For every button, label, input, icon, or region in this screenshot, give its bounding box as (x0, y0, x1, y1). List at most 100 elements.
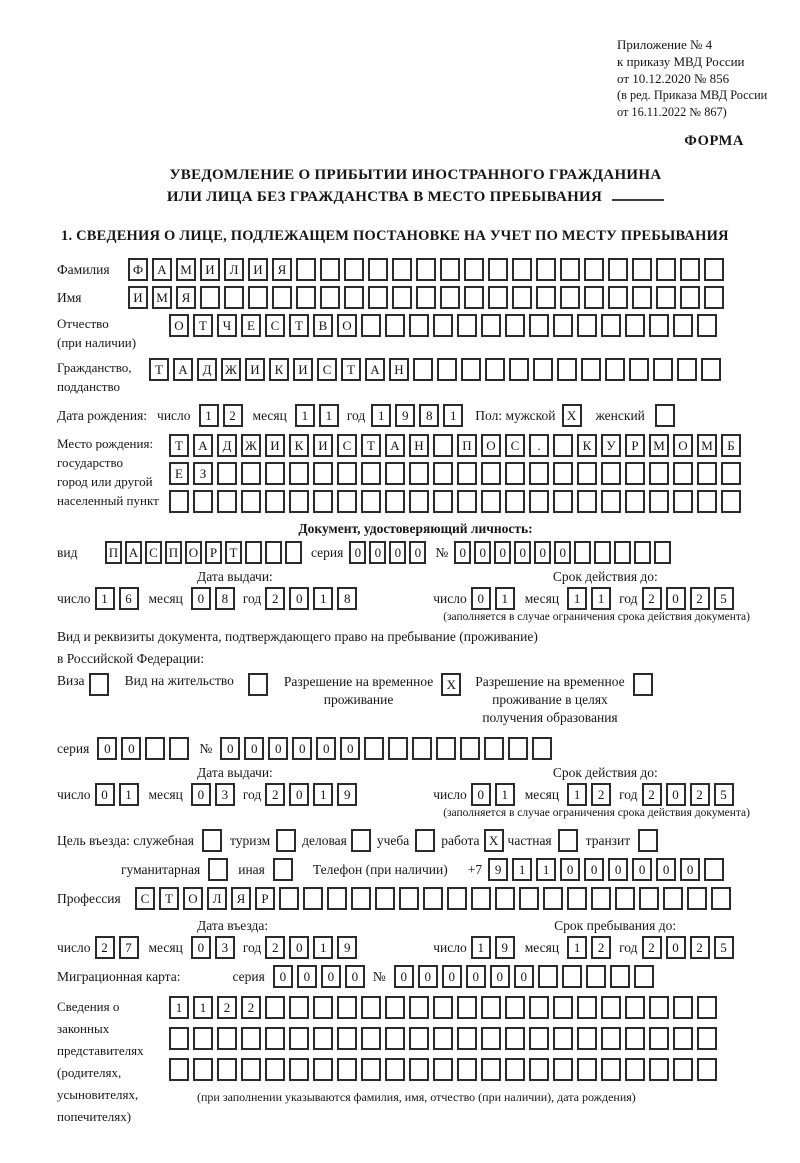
form-cell[interactable] (625, 462, 645, 485)
form-cell[interactable] (577, 490, 597, 513)
form-cell[interactable]: 1 (591, 587, 612, 610)
form-cell[interactable]: Т (169, 434, 189, 457)
form-cell[interactable]: А (152, 258, 172, 281)
form-cell[interactable] (416, 258, 436, 281)
form-cell[interactable]: 2 (641, 936, 662, 959)
form-cell[interactable] (519, 887, 539, 910)
form-cell[interactable] (412, 737, 433, 760)
form-cell[interactable]: С (145, 541, 162, 564)
form-cell[interactable]: 0 (292, 737, 313, 760)
form-cell[interactable] (653, 358, 673, 381)
form-cell[interactable] (634, 541, 652, 564)
form-cell[interactable] (433, 996, 453, 1019)
form-cell[interactable]: 1 (512, 858, 533, 881)
form-cell[interactable]: 9 (494, 936, 515, 959)
form-cell[interactable]: И (128, 286, 148, 309)
form-cell[interactable] (673, 996, 693, 1019)
form-cell[interactable]: 2 (217, 996, 237, 1019)
form-cell[interactable] (697, 1027, 717, 1050)
form-cell[interactable] (361, 490, 381, 513)
form-cell[interactable] (296, 286, 316, 309)
form-cell[interactable] (512, 286, 532, 309)
form-cell[interactable] (656, 258, 676, 281)
form-cell[interactable] (265, 490, 285, 513)
form-cell[interactable] (560, 258, 580, 281)
form-cell[interactable]: И (265, 434, 285, 457)
form-cell[interactable] (224, 286, 244, 309)
form-cell[interactable]: О (337, 314, 357, 337)
form-cell[interactable]: И (200, 258, 220, 281)
purpose-other-checkbox[interactable] (272, 858, 293, 881)
form-cell[interactable] (553, 434, 573, 457)
form-cell[interactable]: 0 (320, 965, 341, 988)
form-cell[interactable] (385, 996, 405, 1019)
form-cell[interactable] (677, 358, 697, 381)
form-cell[interactable] (193, 490, 213, 513)
form-cell[interactable] (241, 490, 261, 513)
form-cell[interactable] (241, 1058, 261, 1081)
form-cell[interactable]: 0 (190, 587, 211, 610)
form-cell[interactable]: С (505, 434, 525, 457)
form-cell[interactable]: 8 (337, 587, 358, 610)
form-cell[interactable]: 1 (470, 936, 491, 959)
form-cell[interactable]: 0 (494, 541, 512, 564)
purpose-study-checkbox[interactable] (415, 829, 436, 852)
form-cell[interactable]: Ж (241, 434, 261, 457)
form-cell[interactable]: Л (207, 887, 227, 910)
form-cell[interactable] (344, 258, 364, 281)
form-cell[interactable]: 0 (389, 541, 407, 564)
form-cell[interactable]: А (385, 434, 405, 457)
form-cell[interactable] (337, 1027, 357, 1050)
form-cell[interactable]: Я (231, 887, 251, 910)
form-cell[interactable]: О (481, 434, 501, 457)
form-cell[interactable]: У (601, 434, 621, 457)
form-cell[interactable] (577, 314, 597, 337)
form-cell[interactable] (392, 286, 412, 309)
form-cell[interactable] (481, 1027, 501, 1050)
form-cell[interactable] (488, 286, 508, 309)
rvp-edu-checkbox[interactable] (632, 673, 653, 696)
form-cell[interactable] (585, 965, 606, 988)
form-cell[interactable] (505, 314, 525, 337)
form-cell[interactable] (505, 1058, 525, 1081)
form-cell[interactable] (629, 358, 649, 381)
form-cell[interactable] (673, 490, 693, 513)
form-cell[interactable]: А (173, 358, 193, 381)
form-cell[interactable] (649, 314, 669, 337)
form-cell[interactable]: 1 (567, 783, 588, 806)
form-cell[interactable]: Т (193, 314, 213, 337)
form-cell[interactable]: И (245, 358, 265, 381)
form-cell[interactable]: 0 (680, 858, 701, 881)
form-cell[interactable] (447, 887, 467, 910)
form-cell[interactable]: 0 (632, 858, 653, 881)
form-cell[interactable] (265, 462, 285, 485)
form-cell[interactable] (440, 258, 460, 281)
form-cell[interactable]: 5 (713, 936, 734, 959)
form-cell[interactable]: 0 (344, 965, 365, 988)
form-cell[interactable]: 0 (272, 965, 293, 988)
form-cell[interactable]: 2 (591, 936, 612, 959)
form-cell[interactable] (697, 462, 717, 485)
form-cell[interactable] (574, 541, 592, 564)
form-cell[interactable] (553, 1027, 573, 1050)
form-cell[interactable] (601, 1058, 621, 1081)
form-cell[interactable]: К (577, 434, 597, 457)
form-cell[interactable] (433, 490, 453, 513)
form-cell[interactable] (457, 1027, 477, 1050)
form-cell[interactable] (409, 314, 429, 337)
form-cell[interactable] (217, 1027, 237, 1050)
form-cell[interactable] (532, 737, 553, 760)
form-cell[interactable]: 0 (465, 965, 486, 988)
form-cell[interactable] (200, 286, 220, 309)
form-cell[interactable]: И (313, 434, 333, 457)
form-cell[interactable] (536, 286, 556, 309)
form-cell[interactable]: Ф (128, 258, 148, 281)
form-cell[interactable] (337, 996, 357, 1019)
form-cell[interactable] (368, 286, 388, 309)
form-cell[interactable] (248, 286, 268, 309)
form-cell[interactable] (241, 462, 261, 485)
form-cell[interactable] (577, 1058, 597, 1081)
form-cell[interactable] (285, 541, 302, 564)
sex-female-checkbox[interactable] (654, 404, 675, 427)
form-cell[interactable]: 0 (560, 858, 581, 881)
